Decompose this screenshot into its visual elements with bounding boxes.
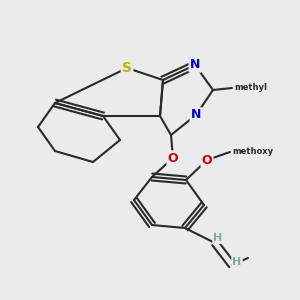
Text: S: S xyxy=(122,61,132,75)
Text: methoxy: methoxy xyxy=(232,148,273,157)
Text: O: O xyxy=(168,152,178,164)
Text: O: O xyxy=(202,154,212,166)
Text: N: N xyxy=(190,58,200,71)
Text: methyl: methyl xyxy=(234,83,267,92)
Text: H: H xyxy=(232,257,242,267)
Text: H: H xyxy=(213,233,223,243)
Text: N: N xyxy=(191,109,201,122)
